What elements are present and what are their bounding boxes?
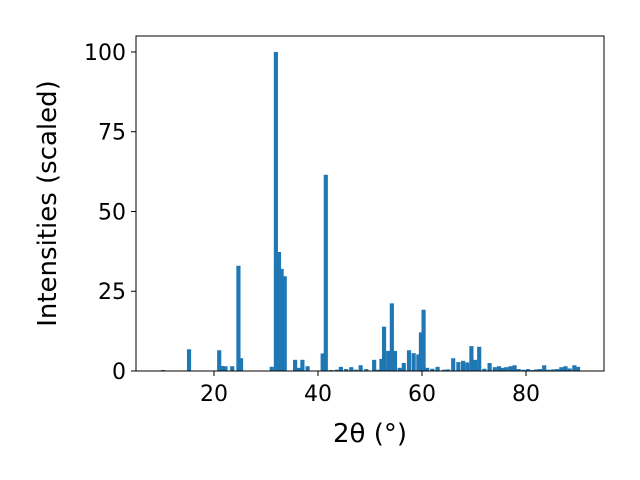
y-tick-label: 25	[98, 280, 126, 305]
bar	[575, 366, 581, 371]
bar	[451, 358, 456, 371]
bar	[236, 265, 241, 371]
bar-series	[160, 51, 581, 371]
x-tick-label: 80	[512, 382, 540, 407]
bar	[537, 369, 543, 371]
bar	[397, 367, 402, 371]
bar	[320, 353, 325, 371]
bar	[276, 252, 282, 371]
bar	[492, 367, 497, 371]
bar	[508, 366, 513, 371]
bar	[418, 332, 424, 371]
bar	[273, 51, 278, 371]
y-tick-label: 75	[98, 121, 126, 146]
y-axis-ticks: 0 25 50 75 100	[84, 41, 136, 385]
bar	[421, 309, 426, 371]
bar	[516, 369, 521, 371]
plot-frame	[135, 35, 605, 372]
bar	[534, 369, 539, 371]
bar	[401, 363, 406, 371]
bar	[559, 367, 564, 371]
bar	[379, 358, 384, 371]
bar	[550, 369, 556, 371]
bar	[389, 303, 394, 371]
bar	[555, 369, 560, 371]
bar	[425, 367, 430, 371]
bar	[416, 354, 421, 371]
bar	[364, 369, 369, 371]
x-axis-label: 2θ (°)	[333, 419, 407, 449]
bar	[572, 365, 577, 371]
bar	[526, 369, 531, 371]
bar	[386, 350, 391, 371]
bar	[441, 369, 446, 371]
bar	[472, 359, 478, 371]
bar	[238, 358, 244, 371]
bar	[477, 346, 482, 371]
bar	[546, 369, 551, 371]
bar	[358, 365, 363, 371]
bar	[338, 366, 343, 371]
y-axis-label: Intensities (scaled)	[33, 80, 63, 327]
y-tick-label: 100	[84, 41, 126, 66]
bar	[344, 369, 349, 371]
bar	[282, 276, 287, 371]
bar	[186, 349, 192, 371]
bar	[456, 362, 461, 371]
bar	[376, 369, 381, 371]
x-tick-label: 40	[304, 382, 332, 407]
bar	[496, 366, 502, 371]
bar	[230, 366, 235, 371]
bar	[430, 368, 435, 371]
bar	[521, 369, 526, 371]
bar	[372, 359, 377, 371]
bar	[323, 174, 328, 371]
y-tick-label: 0	[112, 360, 126, 385]
bar	[504, 367, 509, 371]
x-tick-label: 20	[200, 382, 228, 407]
bar	[223, 366, 228, 371]
bar	[465, 362, 470, 371]
bar	[487, 363, 492, 371]
bar	[482, 368, 487, 371]
x-axis-ticks: 20 40 60 80	[200, 371, 540, 407]
bar	[567, 368, 572, 371]
bar	[353, 369, 359, 371]
bar	[411, 353, 416, 371]
bar	[217, 350, 222, 371]
bar	[435, 366, 440, 371]
bar	[293, 359, 298, 371]
bar	[445, 369, 451, 371]
bar	[469, 346, 474, 371]
plot-background	[136, 36, 604, 371]
bar	[269, 366, 274, 371]
bar	[279, 268, 284, 371]
bar	[349, 367, 354, 371]
x-tick-label: 60	[408, 382, 436, 407]
bar	[219, 365, 224, 371]
y-tick-label: 50	[98, 200, 126, 225]
bar	[381, 326, 387, 371]
bar	[305, 366, 310, 371]
bar	[563, 366, 568, 371]
bar	[406, 350, 412, 371]
bar	[461, 360, 466, 371]
bar	[334, 369, 339, 371]
bar	[296, 367, 301, 371]
bar	[512, 365, 517, 371]
bar	[300, 359, 305, 371]
bar	[542, 365, 547, 371]
bar	[500, 367, 505, 371]
bar	[392, 350, 398, 371]
